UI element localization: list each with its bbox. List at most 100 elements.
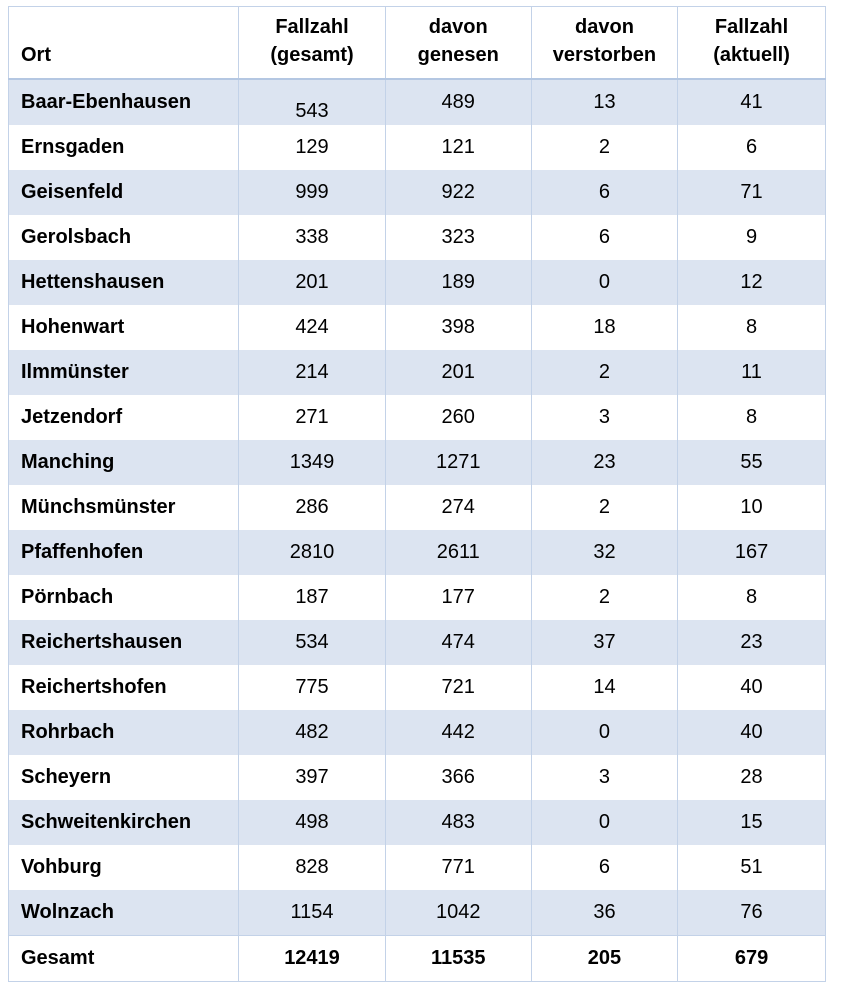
- table-row: Gerolsbach 338 323 6 9: [7, 214, 826, 260]
- cell-current: 51: [677, 844, 826, 890]
- table-row: Vohburg 828 771 6 51: [7, 844, 826, 890]
- cell-ort: Schweitenkirchen: [7, 799, 240, 845]
- cell-ort: Ernsgaden: [7, 124, 240, 170]
- cell-total: 999: [238, 169, 386, 215]
- cell-total: 286: [238, 484, 386, 530]
- cell-recovered: 1042: [385, 889, 532, 936]
- table-row: Schweitenkirchen 498 483 0 15: [7, 799, 826, 845]
- cell-deceased: 6: [531, 169, 679, 215]
- cell-total: 271: [238, 394, 386, 440]
- column-header-current: Fallzahl (aktuell): [677, 5, 826, 80]
- cell-ort: Reichertshofen: [7, 664, 240, 710]
- cell-ort: Ilmmünster: [7, 349, 240, 395]
- totals-total: 12419: [238, 934, 386, 982]
- cell-current: 8: [677, 574, 826, 620]
- cell-total: 338: [238, 214, 386, 260]
- cell-current: 40: [677, 709, 826, 755]
- cell-deceased: 18: [531, 304, 679, 350]
- cell-current: 23: [677, 619, 826, 665]
- cell-deceased: 2: [531, 124, 679, 170]
- table-row: Jetzendorf 271 260 3 8: [7, 394, 826, 440]
- cell-recovered: 489: [385, 78, 532, 125]
- table-body: Baar-Ebenhausen 543 489 13 41 Ernsgaden 129 121…: [7, 78, 826, 982]
- cell-recovered: 189: [385, 259, 532, 305]
- cell-recovered: 201: [385, 349, 532, 395]
- cell-ort: Rohrbach: [7, 709, 240, 755]
- cell-current: 55: [677, 439, 826, 485]
- cell-recovered: 721: [385, 664, 532, 710]
- header-row: Ort Fallzahl (gesamt) davon genesen davo…: [7, 5, 826, 80]
- column-header-recovered: davon genesen: [385, 5, 532, 80]
- cell-total: 482: [238, 709, 386, 755]
- column-header-ort: Ort: [7, 5, 240, 80]
- table-row: Pörnbach 187 177 2 8: [7, 574, 826, 620]
- cell-recovered: 474: [385, 619, 532, 665]
- totals-label: Gesamt: [7, 934, 240, 982]
- table-sheet: Ort Fallzahl (gesamt) davon genesen davo…: [7, 5, 826, 982]
- cell-recovered: 398: [385, 304, 532, 350]
- table-row: Münchsmünster 286 274 2 10: [7, 484, 826, 530]
- cell-ort: Münchsmünster: [7, 484, 240, 530]
- cell-total: 424: [238, 304, 386, 350]
- cell-current: 41: [677, 78, 826, 125]
- table-row: Baar-Ebenhausen 543 489 13 41: [7, 78, 826, 125]
- table-row: Hettenshausen 201 189 0 12: [7, 259, 826, 305]
- column-header-current-line1: Fallzahl: [714, 16, 789, 38]
- cell-total: 543: [238, 78, 386, 125]
- cell-total: 187: [238, 574, 386, 620]
- column-header-current-line2: (aktuell): [713, 44, 790, 67]
- covid-case-table: Ort Fallzahl (gesamt) davon genesen davo…: [7, 5, 826, 982]
- cell-deceased: 3: [531, 394, 679, 440]
- cell-deceased: 3: [531, 754, 679, 800]
- cell-deceased: 36: [531, 889, 679, 936]
- table-row: Geisenfeld 999 922 6 71: [7, 169, 826, 215]
- cell-current: 15: [677, 799, 826, 845]
- cell-recovered: 274: [385, 484, 532, 530]
- cell-deceased: 14: [531, 664, 679, 710]
- cell-deceased: 32: [531, 529, 679, 575]
- cell-current: 10: [677, 484, 826, 530]
- cell-current: 71: [677, 169, 826, 215]
- table-row: Ernsgaden 129 121 2 6: [7, 124, 826, 170]
- cell-deceased: 0: [531, 799, 679, 845]
- cell-ort: Pfaffenhofen: [7, 529, 240, 575]
- totals-current: 679: [677, 934, 826, 982]
- cell-total: 498: [238, 799, 386, 845]
- cell-total: 534: [238, 619, 386, 665]
- cell-deceased: 0: [531, 709, 679, 755]
- table-row: Reichertshofen 775 721 14 40: [7, 664, 826, 710]
- table-row: Hohenwart 424 398 18 8: [7, 304, 826, 350]
- cell-total: 201: [238, 259, 386, 305]
- cell-recovered: 260: [385, 394, 532, 440]
- cell-deceased: 13: [531, 78, 679, 125]
- cell-deceased: 6: [531, 844, 679, 890]
- cell-ort: Reichertshausen: [7, 619, 240, 665]
- cell-deceased: 2: [531, 349, 679, 395]
- cell-ort: Vohburg: [7, 844, 240, 890]
- table-row: Scheyern 397 366 3 28: [7, 754, 826, 800]
- column-header-deceased-line1: davon: [575, 16, 634, 38]
- cell-current: 9: [677, 214, 826, 260]
- cell-recovered: 922: [385, 169, 532, 215]
- column-header-ort-line2: Ort: [21, 44, 51, 67]
- cell-deceased: 2: [531, 484, 679, 530]
- cell-recovered: 1271: [385, 439, 532, 485]
- cell-current: 6: [677, 124, 826, 170]
- column-header-total-line2: (gesamt): [270, 44, 354, 67]
- cell-current: 167: [677, 529, 826, 575]
- column-header-recovered-line1: davon: [428, 16, 488, 38]
- table-row: Manching 1349 1271 23 55: [7, 439, 826, 485]
- cell-ort: Hettenshausen: [7, 259, 240, 305]
- cell-deceased: 0: [531, 259, 679, 305]
- cell-total: 397: [238, 754, 386, 800]
- cell-recovered: 177: [385, 574, 532, 620]
- column-header-deceased-line2: verstorben: [552, 44, 657, 67]
- cell-current: 40: [677, 664, 826, 710]
- cell-total: 214: [238, 349, 386, 395]
- cell-ort: Gerolsbach: [7, 214, 240, 260]
- cell-deceased: 2: [531, 574, 679, 620]
- cell-current: 11: [677, 349, 826, 395]
- cell-deceased: 23: [531, 439, 679, 485]
- cell-current: 28: [677, 754, 826, 800]
- cell-current: 12: [677, 259, 826, 305]
